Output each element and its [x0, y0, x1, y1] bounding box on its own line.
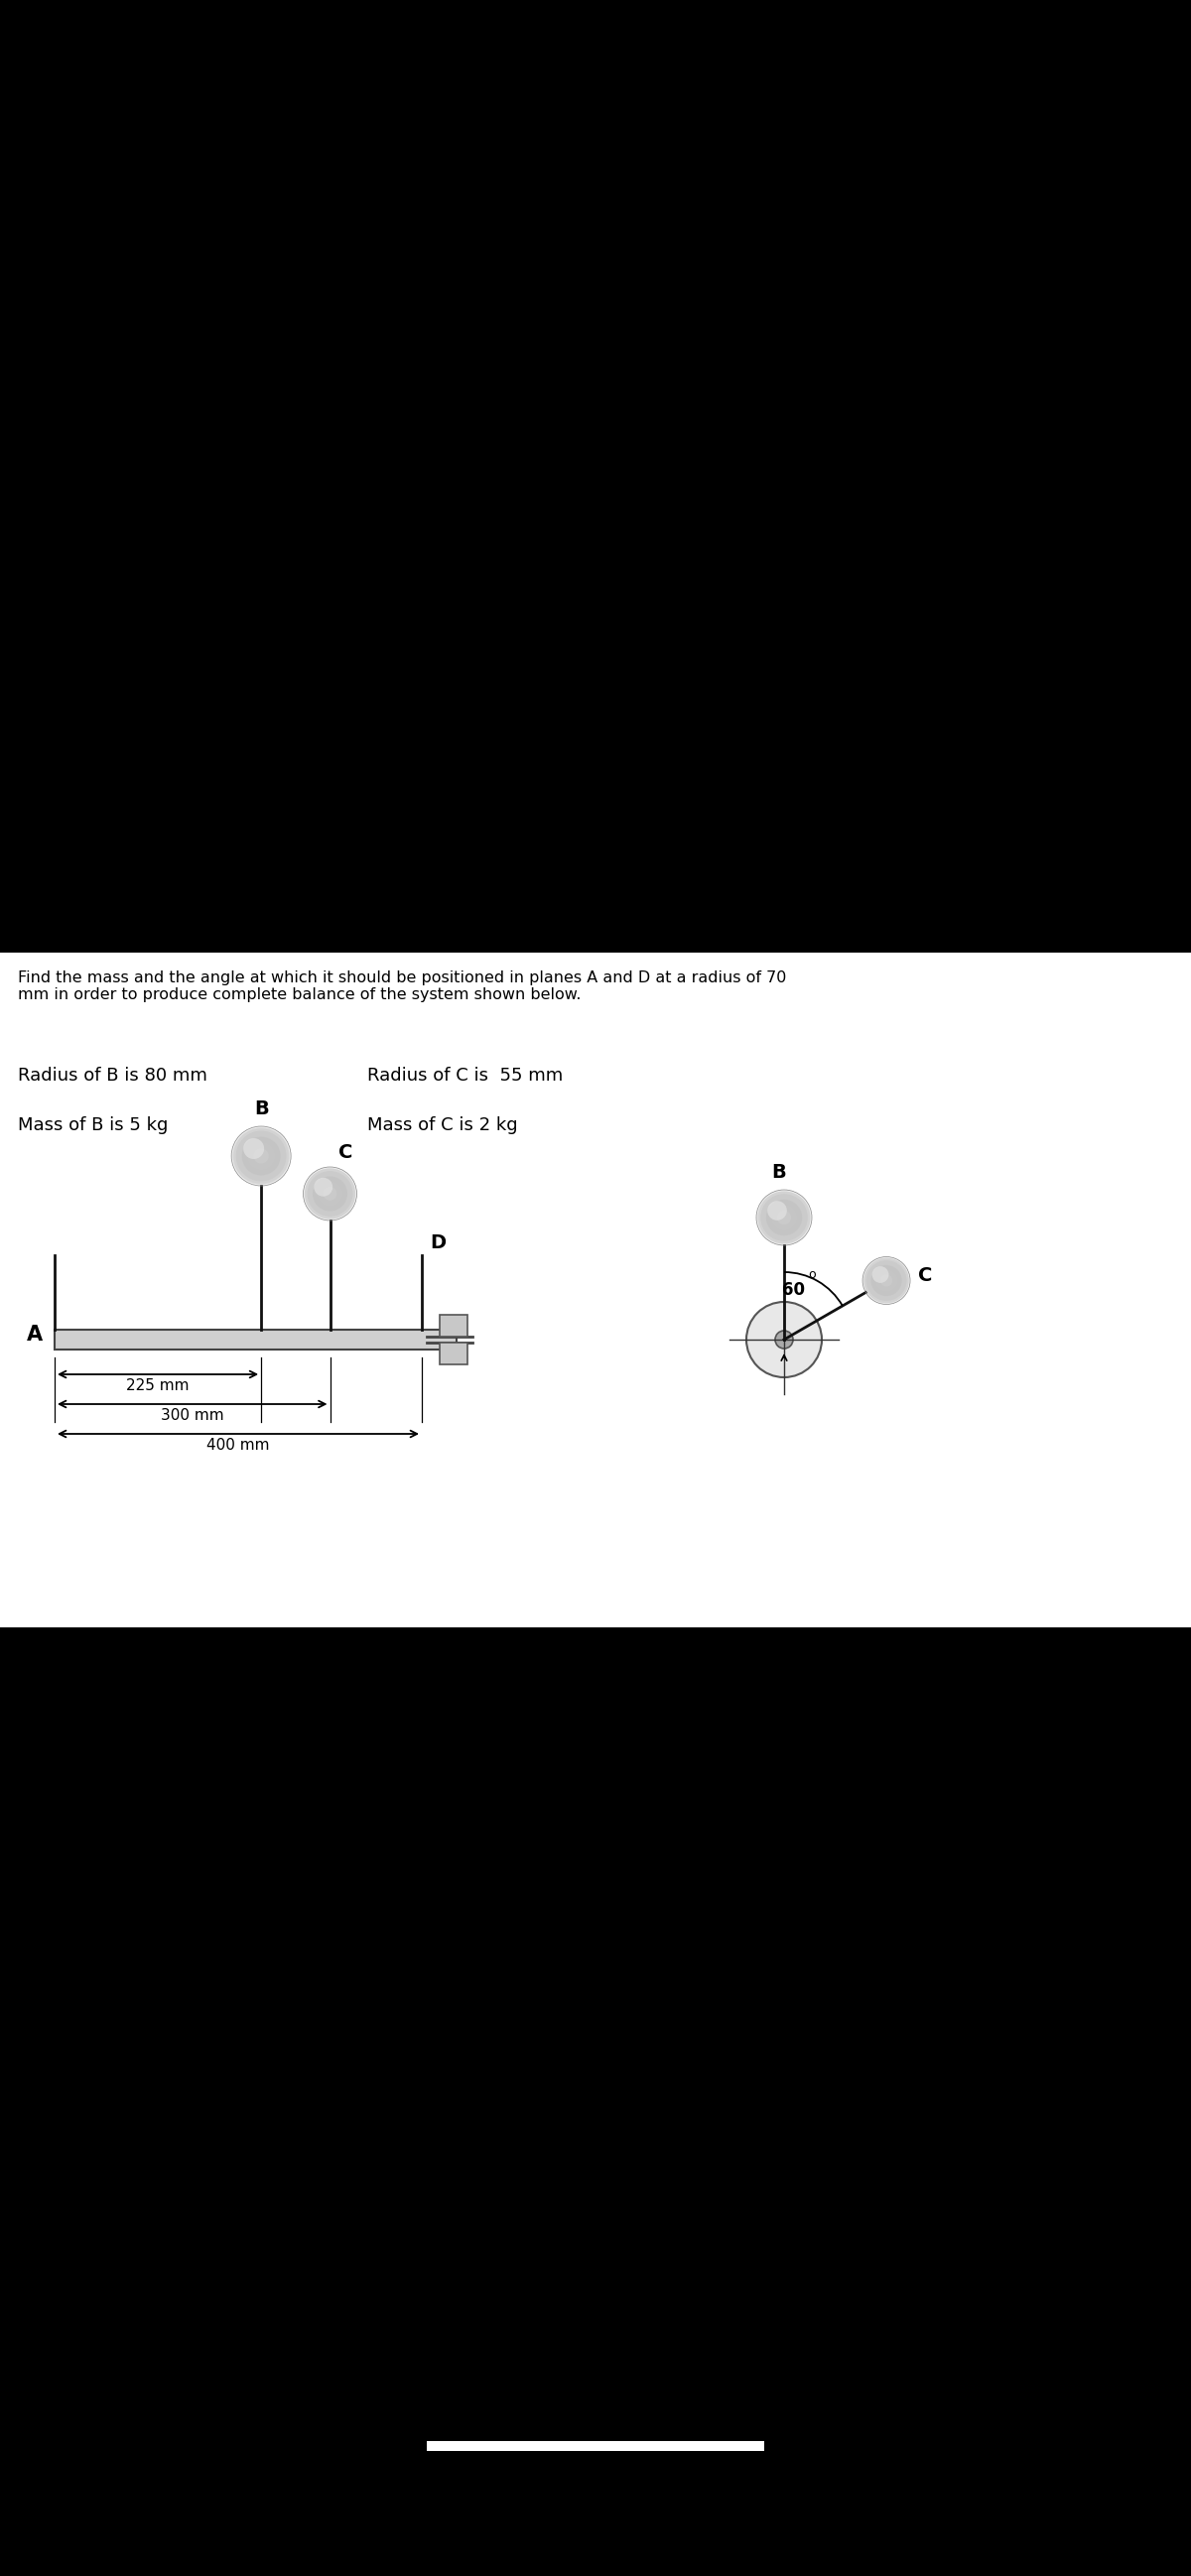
Circle shape: [305, 1170, 355, 1218]
Text: Radius of C is  55 mm: Radius of C is 55 mm: [367, 1066, 563, 1084]
Text: o: o: [807, 1267, 816, 1280]
Circle shape: [254, 1149, 269, 1164]
Text: C: C: [918, 1267, 933, 1285]
Text: B: B: [254, 1100, 268, 1118]
Circle shape: [318, 1182, 342, 1206]
Circle shape: [756, 1190, 812, 1244]
Circle shape: [767, 1200, 787, 1221]
Circle shape: [761, 1193, 807, 1242]
Circle shape: [871, 1265, 902, 1296]
Text: 60: 60: [782, 1280, 805, 1298]
Circle shape: [775, 1332, 793, 1347]
Text: B: B: [772, 1162, 786, 1182]
Circle shape: [307, 1172, 353, 1216]
Circle shape: [778, 1211, 791, 1224]
Circle shape: [766, 1200, 803, 1236]
Circle shape: [866, 1260, 906, 1301]
Text: Mass of C is 2 kg: Mass of C is 2 kg: [367, 1115, 518, 1133]
Circle shape: [242, 1136, 281, 1175]
Circle shape: [757, 1190, 811, 1244]
Circle shape: [233, 1128, 289, 1185]
Circle shape: [863, 1257, 909, 1303]
Text: Radius of B is 80 mm: Radius of B is 80 mm: [18, 1066, 207, 1084]
Bar: [55, 1329, 456, 1350]
Text: Mass of B is 5 kg: Mass of B is 5 kg: [18, 1115, 168, 1133]
Text: C: C: [338, 1144, 353, 1162]
Circle shape: [862, 1257, 910, 1303]
Text: Find the mass and the angle at which it should be positioned in planes A and D a: Find the mass and the angle at which it …: [18, 971, 786, 1002]
Circle shape: [872, 1267, 888, 1283]
Circle shape: [747, 1301, 822, 1378]
Text: 400 mm: 400 mm: [207, 1437, 269, 1453]
Circle shape: [314, 1177, 332, 1195]
Circle shape: [875, 1270, 897, 1291]
Circle shape: [323, 1188, 337, 1200]
Bar: [439, 1314, 467, 1337]
Bar: [0, 953, 1191, 1628]
Bar: [439, 1342, 467, 1365]
Circle shape: [304, 1167, 357, 1221]
Bar: [426, 2442, 765, 2450]
Text: 225 mm: 225 mm: [126, 1378, 189, 1394]
Circle shape: [248, 1144, 275, 1170]
Circle shape: [880, 1275, 892, 1285]
Text: D: D: [430, 1234, 445, 1252]
Text: 300 mm: 300 mm: [161, 1409, 224, 1422]
Circle shape: [231, 1126, 291, 1185]
Text: A: A: [26, 1324, 43, 1345]
Circle shape: [772, 1206, 797, 1231]
Circle shape: [236, 1131, 287, 1182]
Circle shape: [312, 1177, 348, 1211]
Circle shape: [243, 1139, 264, 1159]
